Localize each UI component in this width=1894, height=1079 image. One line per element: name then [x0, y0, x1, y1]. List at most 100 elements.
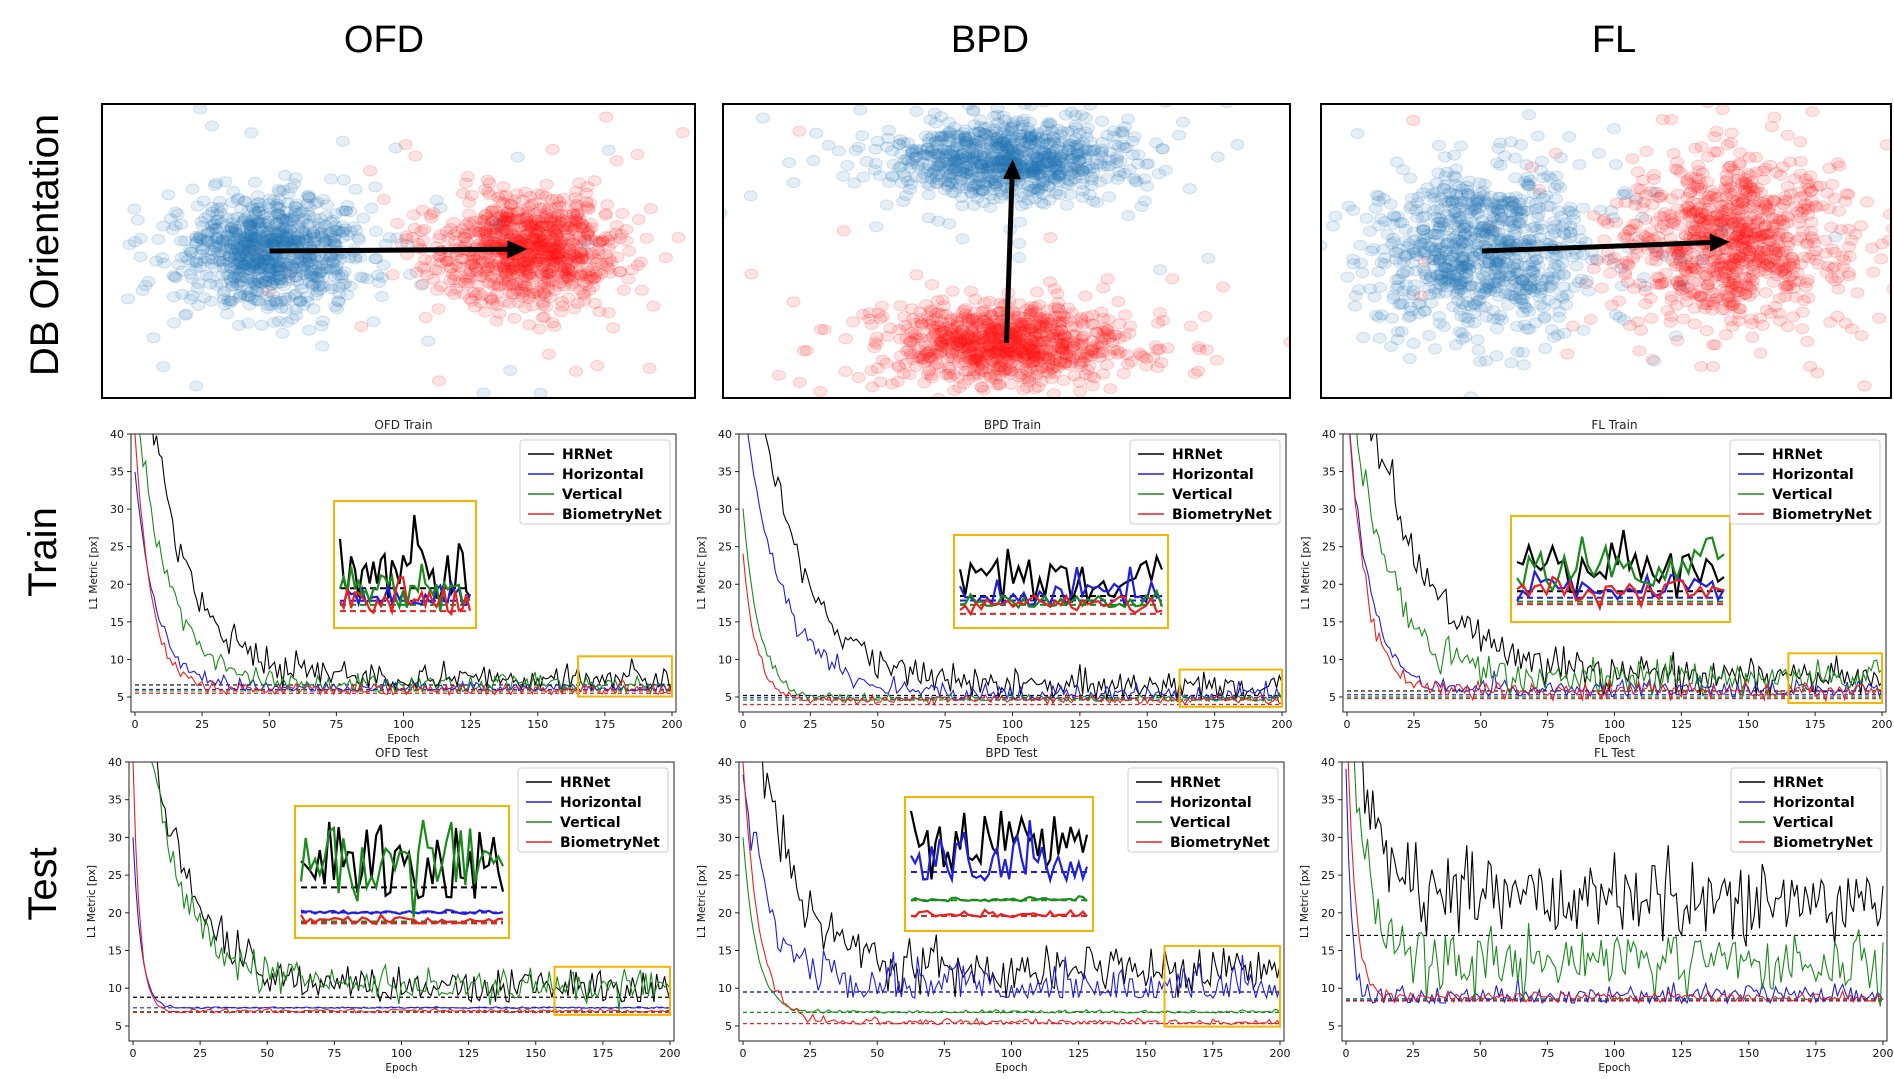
scatter-point: [848, 144, 863, 156]
scatter-point: [1694, 361, 1709, 372]
scatter-point: [484, 292, 499, 303]
scatter-point: [539, 213, 554, 225]
scatter-point: [1763, 159, 1777, 171]
scatter-point: [270, 298, 285, 310]
scatter-point: [532, 323, 547, 335]
scatter-point: [1089, 196, 1104, 208]
scatter-point: [518, 270, 533, 282]
scatter-point: [523, 269, 538, 281]
scatter-point: [587, 175, 602, 187]
scatter-point: [191, 278, 206, 289]
scatter-point: [466, 286, 481, 298]
scatter-point: [964, 314, 979, 325]
scatter-point: [675, 127, 690, 139]
scatter-point: [456, 261, 471, 273]
scatter-point: [417, 224, 432, 235]
scatter-point: [1832, 160, 1847, 172]
scatter-point: [457, 288, 472, 300]
scatter-point: [1670, 164, 1685, 176]
scatter-point: [170, 208, 185, 220]
scatter-point: [938, 144, 953, 156]
scatter-point: [260, 235, 275, 247]
scatter-point: [528, 227, 542, 239]
row-titles: DB Orientation Train Test: [21, 114, 67, 921]
scatter-point: [576, 288, 591, 300]
scatter-point: [581, 266, 596, 277]
scatter-point: [1730, 286, 1745, 298]
scatter-point: [587, 273, 602, 285]
scatter-point: [452, 277, 467, 289]
scatter-point: [551, 247, 566, 259]
scatter-point: [385, 269, 400, 281]
scatter-point: [541, 204, 556, 216]
scatter-point: [198, 252, 213, 264]
scatter-point: [1120, 113, 1135, 125]
scatter-point: [516, 212, 531, 224]
scatter-point: [833, 88, 846, 98]
scatter-point: [535, 312, 550, 323]
scatter-point: [1183, 320, 1198, 332]
scatter-point: [925, 279, 939, 291]
scatter-point: [1803, 361, 1818, 372]
scatter-point: [599, 111, 614, 123]
scatter-point: [507, 312, 522, 324]
scatter-point: [892, 162, 907, 173]
scatter-point: [468, 226, 483, 238]
scatter-point: [1151, 168, 1166, 180]
scatter-point: [1644, 312, 1659, 324]
scatter-point: [530, 227, 545, 239]
scatter-point: [1064, 321, 1079, 333]
scatter-point: [1060, 126, 1075, 138]
scatter-point: [522, 222, 537, 234]
scatter-point: [584, 274, 599, 286]
scatter-point: [489, 315, 504, 327]
scatter-point: [570, 255, 585, 267]
scatter-point: [569, 186, 584, 198]
scatter-point: [1013, 216, 1027, 228]
scatter-point: [1051, 141, 1066, 153]
scatter-point: [517, 257, 532, 269]
scatter-point: [204, 295, 219, 307]
scatter-point: [472, 226, 487, 238]
scatter-point: [577, 289, 592, 301]
scatter-point: [552, 252, 567, 264]
scatter-point: [223, 274, 238, 286]
scatter-point: [489, 218, 504, 230]
scatter-point: [1635, 212, 1650, 223]
scatter-point: [1286, 462, 1299, 472]
scatter-point: [534, 268, 549, 280]
scatter-point: [588, 268, 603, 280]
scatter-point: [463, 266, 478, 278]
scatter-point: [1607, 123, 1621, 135]
scatter-point: [569, 252, 584, 264]
scatter-point: [284, 182, 298, 194]
scatter-point: [1048, 49, 1061, 59]
scatter-point: [471, 287, 486, 299]
scatter-point: [561, 232, 576, 244]
scatter-point: [583, 197, 597, 209]
scatter-point: [543, 243, 558, 254]
scatter-point: [502, 211, 517, 223]
scatter-point: [335, 205, 350, 217]
scatter-point: [906, 155, 920, 166]
scatter-point: [506, 261, 520, 273]
scatter-point: [507, 288, 521, 300]
scatter-point: [547, 249, 562, 261]
scatter-point: [770, 209, 783, 219]
scatter-point: [951, 336, 966, 348]
scatter-point: [403, 268, 418, 280]
scatter-point: [1054, 307, 1068, 319]
scatter-point: [541, 220, 556, 232]
scatter-point: [575, 218, 590, 230]
scatter-point: [432, 375, 446, 387]
scatter-point: [1026, 183, 1041, 195]
scatter-point: [580, 228, 595, 240]
scatter-point: [989, 178, 1004, 190]
scatter-point: [478, 226, 493, 238]
scatter-point: [500, 206, 515, 218]
scatter-point: [324, 173, 339, 185]
scatter-point: [1725, 321, 1740, 332]
scatter-point: [1725, 261, 1740, 273]
scatter-point: [532, 235, 547, 247]
